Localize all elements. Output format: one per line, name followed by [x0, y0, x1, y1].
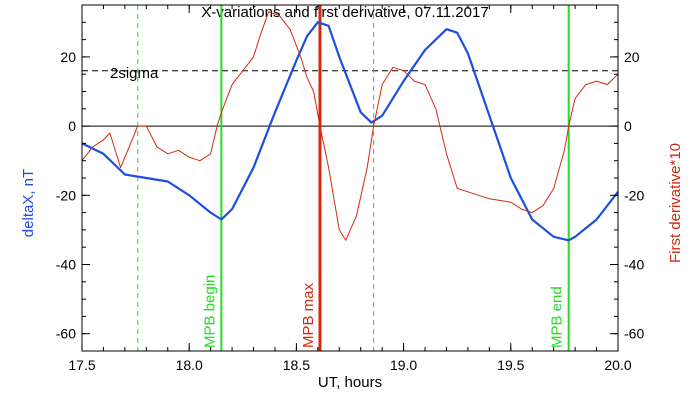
y-tick-label-right: -60 — [624, 326, 644, 342]
series-deltaX-line — [81, 21, 619, 242]
y-tick-label-right: 0 — [624, 118, 632, 134]
x-axis-title: UT, hours — [318, 374, 382, 391]
y-tick-label-left: -20 — [56, 187, 76, 203]
sigma-label: 2sigma — [110, 65, 159, 82]
y-tick-label-right: -40 — [624, 257, 644, 273]
plot-area — [81, 5, 619, 351]
axes: 17.5 18.0 18.5 19.0 19.5 20.0 20 20 0 0 -20 -20 -40 -… — [56, 5, 644, 373]
x-tick-label: 20.0 — [604, 357, 631, 373]
x-tick-label: 18.5 — [283, 357, 310, 373]
x-tick-label: 17.5 — [68, 357, 95, 373]
mpb-end-label: MPB end — [549, 286, 566, 348]
y-tick-label-left: 20 — [60, 49, 76, 65]
annotations: 2sigma MPB begin MPB max MPB end — [110, 65, 566, 348]
y-tick-label-left: 0 — [68, 118, 76, 134]
y-axis-left-title: deltaX, nT — [20, 169, 37, 237]
y-axis-right-title: First derivative*10 — [667, 143, 684, 263]
mpb-max-label: MPB max — [300, 282, 317, 348]
x-tick-label: 19.0 — [390, 357, 417, 373]
series-derivative-line — [81, 11, 619, 241]
y-tick-label-right: -20 — [624, 187, 644, 203]
y-tick-label-left: -60 — [56, 326, 76, 342]
chart-title: X-variations and first derivative, 07.11… — [201, 4, 488, 21]
mpb-begin-label: MPB begin — [201, 275, 218, 348]
y-tick-label-left: -40 — [56, 257, 76, 273]
x-tick-label: 18.0 — [176, 357, 203, 373]
y-tick-label-right: 20 — [624, 49, 640, 65]
x-tick-label: 19.5 — [497, 357, 524, 373]
